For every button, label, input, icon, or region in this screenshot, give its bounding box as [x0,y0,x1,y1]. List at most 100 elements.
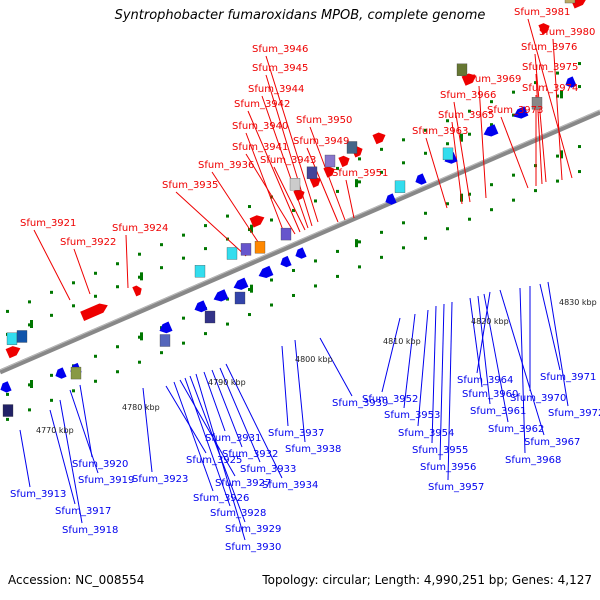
reverse-gene-label: Sfum_3967 [524,437,580,448]
reverse-gene-label: Sfum_3933 [240,464,296,475]
reverse-gene-label: Sfum_3913 [10,489,66,500]
tick-mark [490,100,493,104]
tick-mark [424,211,427,215]
tick-mark [160,243,163,247]
protein-domain-box [234,291,246,305]
tick-mark [468,132,471,136]
reverse-label-leader [381,317,401,393]
reverse-gene-label: Sfum_3932 [222,449,278,460]
major-tick [460,133,463,142]
reverse-label-leader [539,283,561,371]
reverse-label-leader [547,281,569,407]
tick-mark [226,214,229,218]
tick-mark [468,217,471,221]
forward-label-leader [265,74,313,227]
forward-gene-label: Sfum_3950 [296,115,352,126]
forward-gene-label: Sfum_3976 [521,42,577,53]
reverse-gene-label: Sfum_3931 [205,433,261,444]
protein-domain-box [346,141,358,154]
tick-mark [314,284,317,288]
reverse-gene-label: Sfum_3961 [470,406,526,417]
reverse-gene-arrow [280,255,292,268]
reverse-label-leader [184,377,231,507]
protein-domain-box [456,63,468,76]
forward-gene-arrow [80,303,108,321]
tick-mark [336,189,339,193]
forward-gene-arrow [372,132,386,145]
gene-features [0,0,586,417]
major-tick [250,224,253,233]
tick-mark [182,341,185,345]
tick-mark [578,85,581,89]
forward-gene-label: Sfum_3951 [332,168,388,179]
reverse-label-leader [519,287,526,454]
reverse-label-leader [19,429,31,488]
reverse-gene-arrow [258,265,274,278]
major-tick [140,332,143,341]
tick-mark [248,313,251,317]
tick-mark [50,373,53,377]
forward-gene-label: Sfum_3963 [412,126,468,137]
reverse-gene-label: Sfum_3970 [510,393,566,404]
reverse-label-leader [142,387,153,473]
tick-mark [248,205,251,209]
reverse-gene-arrow [415,173,427,185]
tick-mark [336,166,339,170]
tick-mark [204,332,207,336]
genome-backbone [0,109,600,375]
forward-gene-label: Sfum_3942 [234,99,290,110]
tick-mark [380,255,383,259]
tick-mark [182,256,185,260]
scale-label: 4800 kbp [295,355,333,364]
forward-label-leader [527,18,573,179]
tick-mark [94,294,97,298]
tick-mark [28,408,31,412]
label-leaders [19,18,573,541]
genome-backbone-highlight [0,109,600,371]
forward-gene-label: Sfum_3921 [20,218,76,229]
forward-label-leader [535,73,543,185]
forward-gene-label: Sfum_3922 [60,237,116,248]
protein-domain-box [6,332,18,345]
tick-mark [556,179,559,183]
tick-mark [556,94,559,98]
forward-gene-arrow [293,189,305,201]
reverse-label-leader [431,305,437,444]
major-tick [560,150,563,159]
reverse-label-leader [417,309,429,427]
reverse-gene-label: Sfum_3939 [332,398,388,409]
reverse-label-leader [165,385,207,454]
scale-label: 4770 kbp [36,426,74,435]
scale-label: 4830 kbp [559,298,597,307]
tick-mark [446,142,449,146]
reverse-gene-label: Sfum_3938 [285,444,341,455]
forward-label-leader [534,53,547,183]
forward-gene-label: Sfum_3966 [440,90,496,101]
reverse-gene-arrow [0,381,12,393]
forward-label-leader [478,85,487,199]
tick-mark [512,90,515,94]
tick-mark [94,379,97,383]
reverse-gene-label: Sfum_3923 [132,474,188,485]
reverse-label-leader [403,313,416,409]
tick-mark [28,323,31,327]
tick-mark [534,81,537,85]
reverse-gene-label: Sfum_3960 [462,389,518,400]
reverse-gene-label: Sfum_3953 [384,410,440,421]
forward-gene-arrow [323,166,335,178]
protein-domain-box [70,366,82,380]
tick-mark [226,297,229,301]
reverse-gene-label: Sfum_3926 [193,493,249,504]
tick-mark [424,151,427,155]
reverse-label-leader [179,379,236,477]
tick-mark [446,119,449,123]
tick-mark [336,249,339,253]
tick-mark [512,173,515,177]
reverse-gene-label: Sfum_3934 [262,480,318,491]
forward-gene-label: Sfum_3975 [522,62,578,73]
protein-domain-box [2,404,14,417]
forward-gene-arrow [249,215,265,228]
forward-gene-label: Sfum_3965 [438,110,494,121]
reverse-gene-arrow [55,367,67,379]
